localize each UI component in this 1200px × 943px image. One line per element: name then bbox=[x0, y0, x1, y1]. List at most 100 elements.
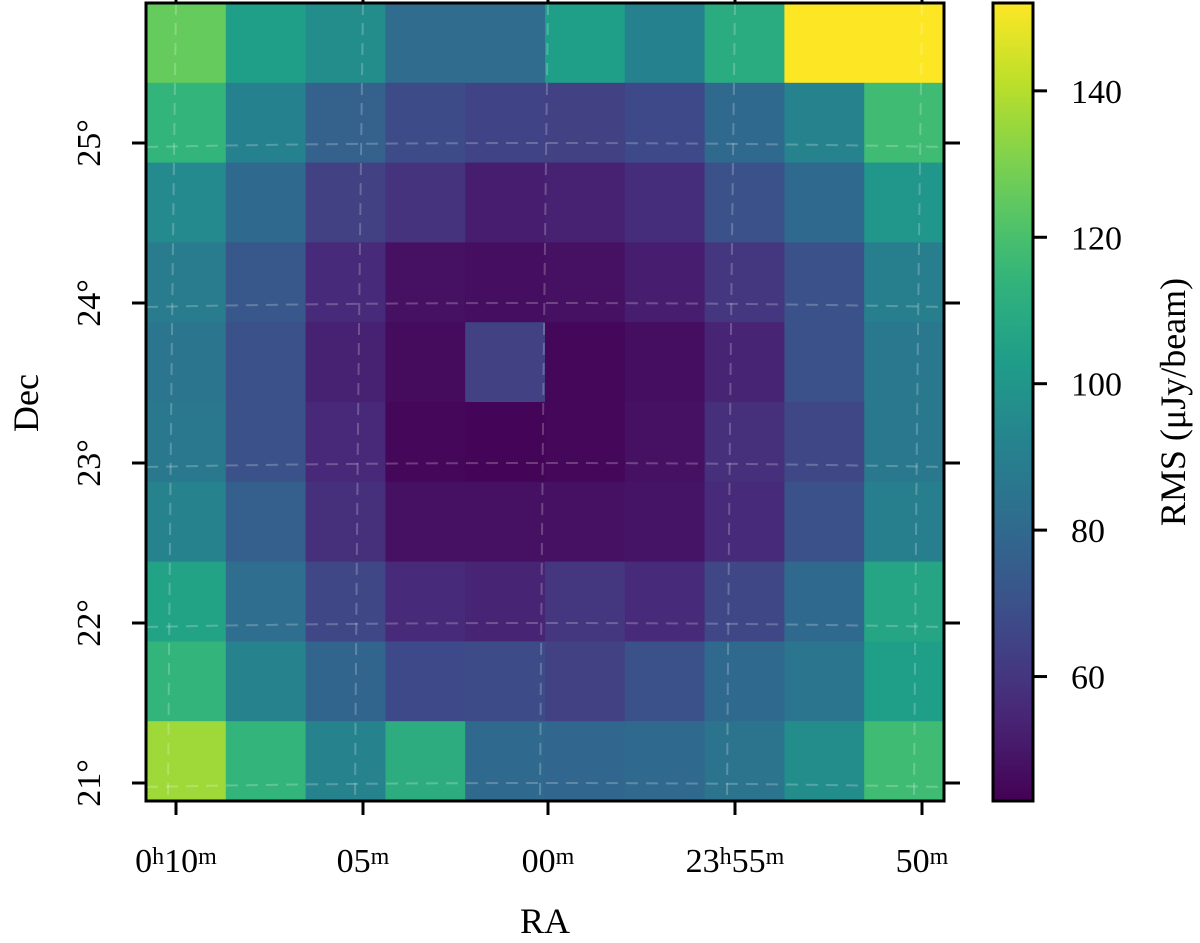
heatmap-cell bbox=[545, 322, 626, 403]
heatmap-cell bbox=[545, 162, 626, 243]
heatmap-cell bbox=[545, 3, 626, 84]
heatmap-cell bbox=[305, 242, 386, 323]
x-tick-label: 50m bbox=[896, 843, 949, 880]
heatmap-cell bbox=[624, 3, 706, 84]
heatmap-cell bbox=[225, 242, 307, 323]
heatmap-cell bbox=[146, 82, 227, 164]
heatmap-cell bbox=[704, 322, 785, 403]
heatmap-cell bbox=[704, 481, 785, 563]
heatmap-cell bbox=[146, 162, 227, 243]
heatmap-cell bbox=[225, 721, 307, 802]
heatmap-cell bbox=[704, 3, 785, 84]
grid-line-ra bbox=[539, 2, 549, 802]
heatmap-cell bbox=[624, 162, 706, 243]
heatmap-cell bbox=[305, 641, 386, 722]
grid-line-dec bbox=[145, 302, 945, 308]
heatmap-cell bbox=[225, 3, 307, 84]
colorbar-label: RMS (μJy/beam) bbox=[1153, 278, 1193, 526]
heatmap-cell bbox=[784, 3, 865, 84]
heatmap-cell bbox=[545, 402, 626, 483]
x-tick-label: 0h10m bbox=[135, 843, 217, 880]
heatmap-cell bbox=[864, 481, 945, 563]
colorbar-tick-label: 80 bbox=[1071, 513, 1105, 550]
heatmap-cell bbox=[545, 721, 626, 802]
x-tick-label: 00m bbox=[522, 843, 575, 880]
heatmap-cell bbox=[624, 721, 706, 802]
heatmap-cell bbox=[545, 641, 626, 722]
heatmap-gridlines bbox=[145, 2, 945, 802]
heatmap-cell bbox=[624, 561, 706, 642]
heatmap-cell bbox=[225, 561, 307, 642]
plot-frame bbox=[144, 1, 946, 803]
grid-line-dec bbox=[145, 622, 945, 628]
heatmap-cell bbox=[624, 242, 706, 323]
y-axis-label: Dec bbox=[6, 374, 46, 432]
grid-line-dec bbox=[145, 462, 945, 468]
heatmap-cell bbox=[225, 402, 307, 483]
grid-line-ra bbox=[167, 2, 177, 802]
colorbar-tick-label: 120 bbox=[1071, 220, 1122, 257]
heatmap-cell bbox=[784, 721, 865, 802]
heatmap-cell bbox=[465, 242, 546, 323]
heatmap-cell bbox=[225, 82, 307, 164]
heatmap-cell bbox=[225, 162, 307, 243]
heatmap-cell bbox=[465, 3, 546, 84]
x-axis-ticks: 0h10m 05m 00m 23h55m 50m bbox=[135, 0, 949, 880]
heatmap-cell bbox=[305, 561, 386, 642]
heatmap-cell bbox=[146, 481, 227, 563]
x-axis-label: RA bbox=[520, 901, 570, 941]
heatmap-cell bbox=[704, 561, 785, 642]
colorbar-tick-label: 140 bbox=[1071, 74, 1122, 111]
heatmap-cell bbox=[465, 162, 546, 243]
heatmap-cell bbox=[146, 242, 227, 323]
heatmap-cell bbox=[864, 641, 945, 722]
heatmap-cell bbox=[704, 402, 785, 483]
heatmap-cell bbox=[305, 82, 386, 164]
heatmap-cell bbox=[305, 721, 386, 802]
heatmap-cell bbox=[624, 82, 706, 164]
heatmap-cell bbox=[704, 242, 785, 323]
heatmap-cell bbox=[545, 481, 626, 563]
colorbar-tick-label: 100 bbox=[1071, 367, 1122, 404]
heatmap-cell bbox=[704, 721, 785, 802]
heatmap-cell bbox=[864, 3, 945, 84]
y-tick-label: 24° bbox=[71, 279, 108, 327]
heatmap-cell bbox=[465, 322, 546, 403]
heatmap-cell bbox=[465, 82, 546, 164]
heatmap-cell bbox=[784, 242, 865, 323]
heatmap-cell bbox=[385, 82, 466, 164]
heatmap-cell bbox=[225, 641, 307, 722]
colorbar bbox=[993, 3, 1033, 801]
heatmap-cell bbox=[385, 402, 466, 483]
grid-line-dec bbox=[145, 142, 945, 148]
heatmap-cell bbox=[784, 162, 865, 243]
heatmap-cell bbox=[385, 322, 466, 403]
heatmap-cell bbox=[864, 561, 945, 642]
heatmap-cell bbox=[465, 721, 546, 802]
heatmap-cell bbox=[305, 481, 386, 563]
heatmap-cell bbox=[545, 561, 626, 642]
heatmap-cell bbox=[146, 561, 227, 642]
heatmap-cell bbox=[704, 641, 785, 722]
y-tick-label: 21° bbox=[71, 759, 108, 807]
heatmap-cell bbox=[146, 721, 227, 802]
colorbar-frame bbox=[991, 1, 1035, 803]
heatmap-cell bbox=[624, 641, 706, 722]
heatmap-cell bbox=[305, 3, 386, 84]
x-tick-label: 23h55m bbox=[686, 843, 785, 880]
heatmap-cell bbox=[385, 641, 466, 722]
colorbar-tick-label: 60 bbox=[1071, 660, 1105, 697]
heatmap-cell bbox=[305, 402, 386, 483]
y-tick-label: 22° bbox=[71, 599, 108, 647]
heatmap-cell bbox=[784, 481, 865, 563]
heatmap-cell bbox=[784, 561, 865, 642]
y-tick-label: 23° bbox=[71, 439, 108, 487]
grid-line-ra bbox=[913, 2, 923, 802]
heatmap-cell bbox=[624, 402, 706, 483]
heatmap-cells bbox=[146, 3, 945, 802]
heatmap-cell bbox=[305, 322, 386, 403]
heatmap-cell bbox=[146, 3, 227, 84]
colorbar-ticks: 60 80 100 120 140 bbox=[1033, 74, 1122, 697]
heatmap-cell bbox=[864, 402, 945, 483]
